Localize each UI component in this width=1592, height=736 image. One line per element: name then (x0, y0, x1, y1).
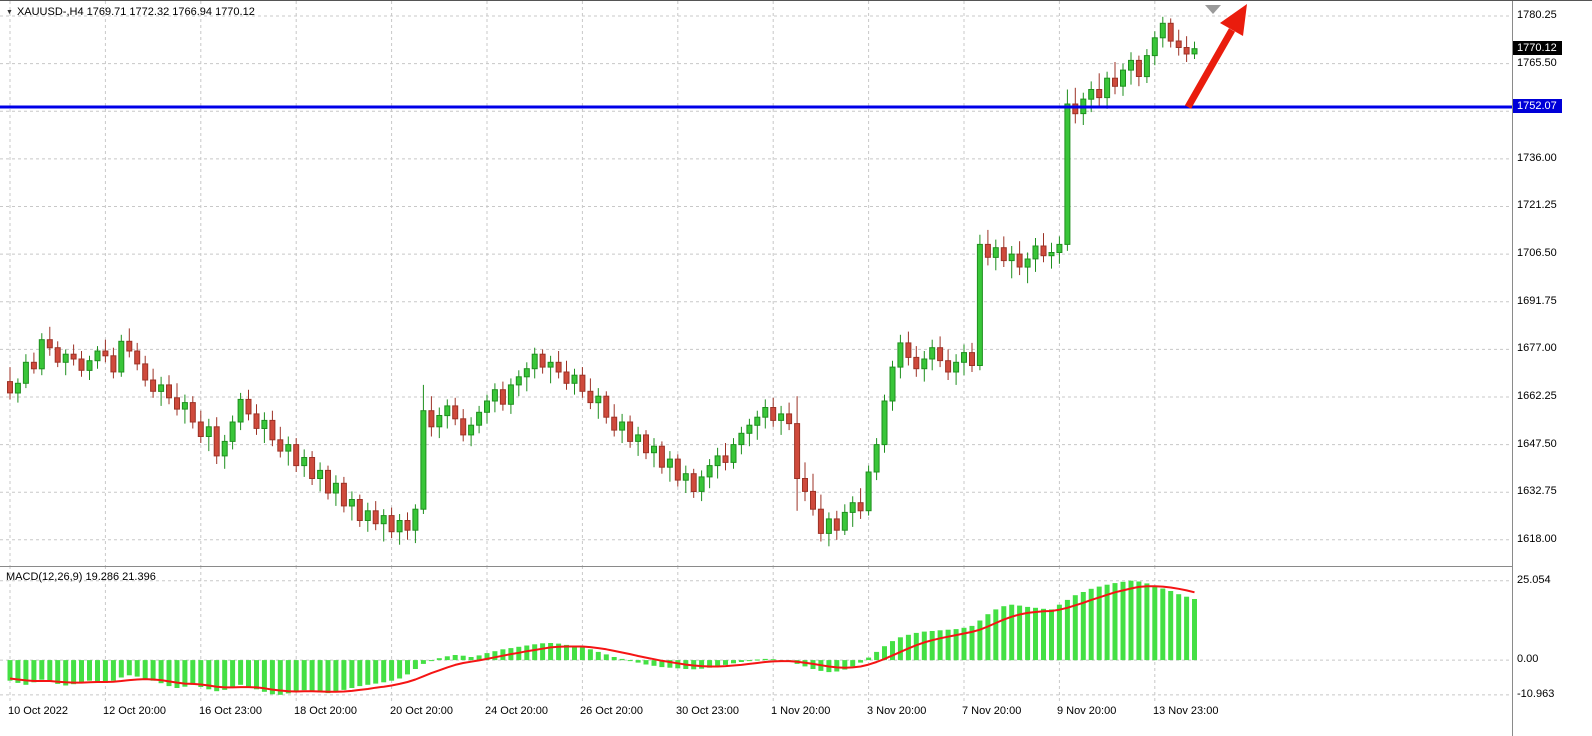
time-axis-label: 10 Oct 2022 (8, 705, 68, 717)
price-tick-label: 1706.50 (1517, 247, 1557, 259)
macd-indicator-label: MACD(12,26,9) 19.286 21.396 (6, 571, 156, 583)
chart-shift-marker (1205, 5, 1221, 14)
time-axis-label: 3 Nov 20:00 (867, 705, 927, 717)
time-axis-label: 20 Oct 20:00 (390, 705, 453, 717)
time-axis-label: 7 Nov 20:00 (962, 705, 1022, 717)
price-axis[interactable]: 1770.12 1752.07 1780.25 1765.50 1736.00 172… (1512, 1, 1592, 736)
last-price-badge: 1770.12 (1513, 41, 1562, 55)
macd-tick-label: 25.054 (1517, 574, 1551, 586)
symbol-ohlc-text: XAUUSD-,H4 1769.71 1772.32 1766.94 1770.… (16, 6, 255, 18)
main-chart-panel[interactable] (0, 1, 1512, 566)
time-axis-label: 30 Oct 23:00 (676, 705, 739, 717)
time-axis-label: 24 Oct 20:00 (485, 705, 548, 717)
price-tick-label: 1647.50 (1517, 438, 1557, 450)
price-tick-label: 1736.00 (1517, 152, 1557, 164)
price-tick-label: 1632.75 (1517, 485, 1557, 497)
support-line[interactable] (0, 105, 1512, 109)
panel-separator[interactable] (0, 566, 1592, 567)
price-tick-label: 1618.00 (1517, 533, 1557, 545)
trend-arrow[interactable] (1184, 4, 1247, 109)
time-axis-label: 9 Nov 20:00 (1057, 705, 1117, 717)
price-tick-label: 1780.25 (1517, 9, 1557, 21)
macd-signal-line (9, 585, 1195, 693)
macd-tick-label: 0.00 (1517, 653, 1539, 665)
price-tick-label: 1691.75 (1517, 295, 1557, 307)
time-axis-label: 26 Oct 20:00 (580, 705, 643, 717)
chart-header: ▼ XAUUSD-,H4 1769.71 1772.32 1766.94 1770… (6, 6, 255, 18)
time-axis-label: 1 Nov 20:00 (771, 705, 831, 717)
price-tick-label: 1677.00 (1517, 342, 1557, 354)
macd-histogram (7, 580, 1197, 695)
time-axis-label: 12 Oct 20:00 (103, 705, 166, 717)
time-axis-label: 13 Nov 23:00 (1153, 705, 1219, 717)
symbol-dropdown-icon[interactable]: ▼ (6, 9, 13, 16)
time-axis[interactable]: 10 Oct 2022 12 Oct 20:00 16 Oct 23:00 18 Oc… (0, 701, 1512, 736)
time-axis-label: 18 Oct 20:00 (294, 705, 357, 717)
macd-tick-label: -10.963 (1517, 688, 1555, 700)
macd-panel[interactable] (0, 566, 1512, 701)
price-tick-label: 1765.50 (1517, 57, 1557, 69)
price-tick-label: 1721.25 (1517, 199, 1557, 211)
time-axis-label: 16 Oct 23:00 (199, 705, 262, 717)
hline-price-badge: 1752.07 (1513, 99, 1562, 113)
price-tick-label: 1662.25 (1517, 390, 1557, 402)
candles-layer (7, 16, 1198, 547)
